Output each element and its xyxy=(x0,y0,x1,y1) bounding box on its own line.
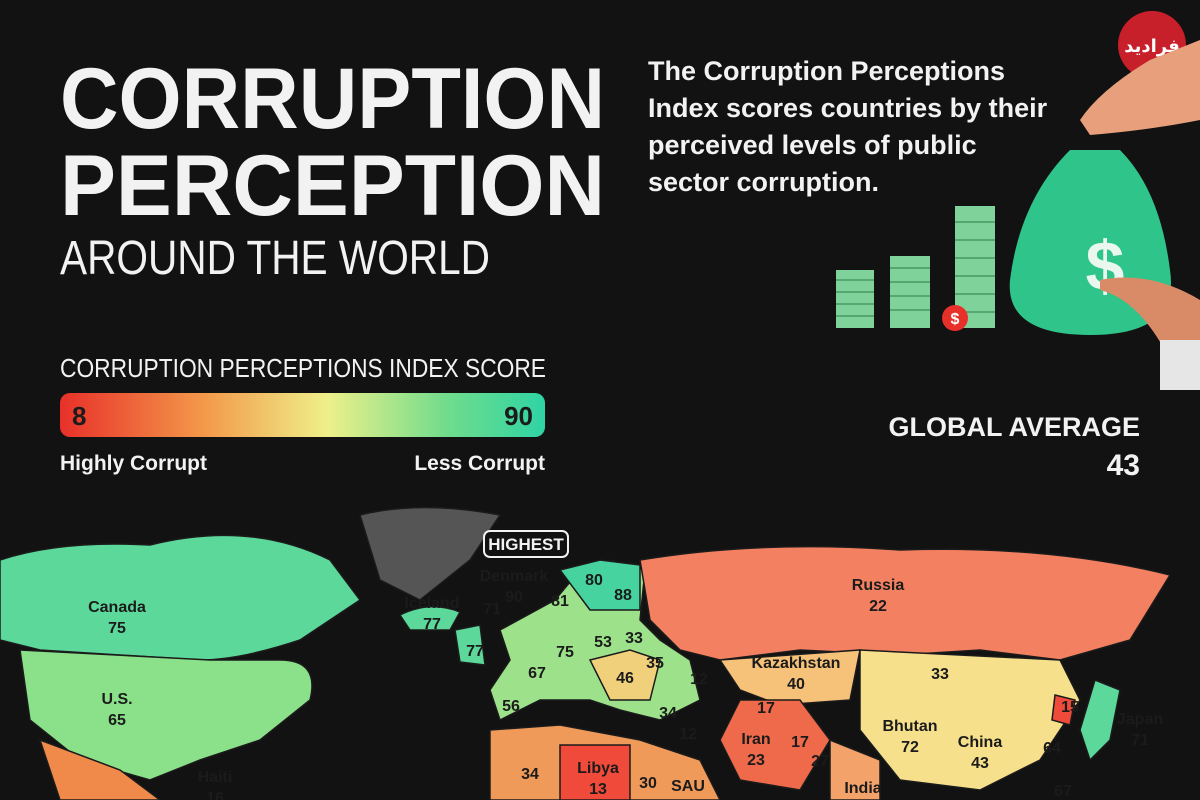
country-score: 81 xyxy=(551,593,569,610)
country-name: Bhutan xyxy=(882,718,937,735)
country-score: 13 xyxy=(589,781,607,798)
country-score: 75 xyxy=(108,620,126,637)
country-score: 64 xyxy=(1043,740,1061,757)
highlight: HIGHEST xyxy=(488,535,564,554)
country-score: 33 xyxy=(931,666,949,683)
country-score: 43 xyxy=(971,755,989,772)
country-score: 12 xyxy=(690,671,708,688)
country-name: Kazakhstan xyxy=(752,655,841,672)
global-average-label: GLOBAL AVERAGE xyxy=(888,412,1140,442)
description-line: The Corruption Perceptions xyxy=(648,56,1005,86)
country-score: 35 xyxy=(646,655,664,672)
map xyxy=(0,506,1172,800)
country-score: 65 xyxy=(108,712,126,729)
svg-text:$: $ xyxy=(951,311,960,328)
country-name: Haiti xyxy=(198,769,233,786)
country-score: 46 xyxy=(616,670,634,687)
country-score: 56 xyxy=(502,698,520,715)
legend-min-label: Highly Corrupt xyxy=(60,452,207,475)
subtitle: AROUND THE WORLD xyxy=(60,232,490,285)
country-score: 16 xyxy=(206,790,224,800)
country-score: 30 xyxy=(639,775,657,792)
country-score: 22 xyxy=(869,598,887,615)
country-score: 77 xyxy=(423,616,441,633)
country-score: 23 xyxy=(747,752,765,769)
country-score: 90 xyxy=(505,589,523,606)
country-name: Japan xyxy=(1117,711,1163,728)
country-score: 88 xyxy=(614,587,632,604)
description-line: sector corruption. xyxy=(648,167,879,197)
country-name: U.S. xyxy=(101,691,132,708)
description-line: perceived levels of public xyxy=(648,130,977,160)
country-name: Iran xyxy=(741,731,770,748)
legend-max: 90 xyxy=(504,401,533,431)
country-score: 67 xyxy=(1054,783,1072,800)
country-name: China xyxy=(958,734,1003,751)
highlight-badge xyxy=(483,530,569,558)
country-score: 72 xyxy=(901,739,919,756)
country-name: India xyxy=(844,780,881,797)
country-score: 33 xyxy=(625,630,643,647)
title-line: PERCEPTION xyxy=(60,138,605,234)
country-name: Canada xyxy=(88,599,146,616)
country-score: 12 xyxy=(679,726,697,743)
country-score: 15 xyxy=(1061,699,1079,716)
title-line: CORRUPTION xyxy=(60,51,605,147)
country-score: 53 xyxy=(594,634,612,651)
description-line: Index scores countries by their xyxy=(648,93,1048,123)
legend-title: CORRUPTION PERCEPTIONS INDEX SCORE xyxy=(60,353,546,383)
illustration: $ $ xyxy=(836,40,1200,390)
country-score: 17 xyxy=(757,700,775,717)
logo: فرادید xyxy=(1124,36,1180,57)
map-labels: Canada75U.S.65Haiti16Iceland77Denmark907… xyxy=(88,568,1163,800)
country-score: 67 xyxy=(528,665,546,682)
country-name: Iceland xyxy=(404,595,459,612)
country-name: Denmark xyxy=(480,568,549,585)
legend-min: 8 xyxy=(72,401,86,431)
country-score: 71 xyxy=(1131,732,1149,749)
country-score: 80 xyxy=(585,572,603,589)
legend-max-label: Less Corrupt xyxy=(414,452,545,475)
country-score: 34 xyxy=(659,705,677,722)
country-score: 40 xyxy=(787,676,805,693)
country-name: SAU xyxy=(671,778,705,795)
country-name: Libya xyxy=(577,760,619,777)
global-average-value: 43 xyxy=(1107,449,1140,482)
country-score: 71 xyxy=(483,601,501,618)
country-score: 17 xyxy=(791,734,809,751)
country-score: 75 xyxy=(556,644,574,661)
country-score: 77 xyxy=(466,643,484,660)
country-score: 34 xyxy=(521,766,539,783)
description: The Corruption Perceptions Index scores c… xyxy=(648,56,1048,197)
country-score: 27 xyxy=(811,753,829,770)
country-name: Russia xyxy=(852,577,905,594)
legend-bar xyxy=(60,393,545,437)
